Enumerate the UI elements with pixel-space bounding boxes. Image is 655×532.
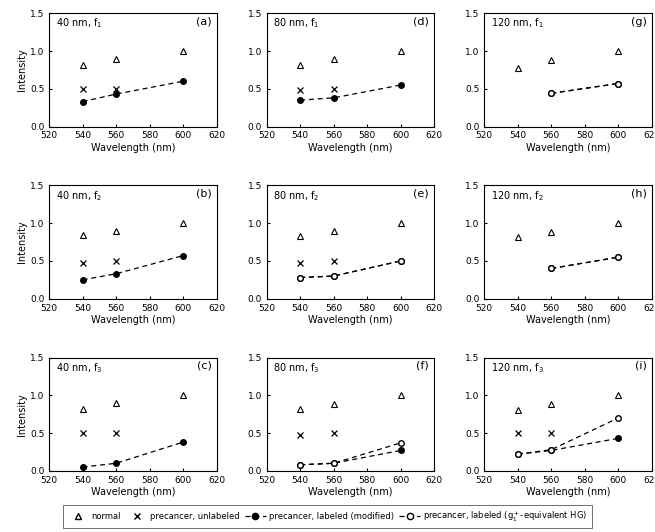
X-axis label: Wavelength (nm): Wavelength (nm) bbox=[308, 315, 393, 326]
Text: (b): (b) bbox=[196, 189, 212, 199]
Text: 120 nm, f$_1$: 120 nm, f$_1$ bbox=[491, 16, 544, 30]
Text: (f): (f) bbox=[417, 361, 429, 371]
Y-axis label: Intensity: Intensity bbox=[17, 221, 27, 263]
X-axis label: Wavelength (nm): Wavelength (nm) bbox=[526, 143, 610, 153]
Text: 120 nm, f$_2$: 120 nm, f$_2$ bbox=[491, 189, 544, 203]
Text: 120 nm, f$_3$: 120 nm, f$_3$ bbox=[491, 361, 544, 375]
Y-axis label: Intensity: Intensity bbox=[17, 48, 27, 92]
Text: (a): (a) bbox=[196, 16, 212, 27]
Text: 80 nm, f$_2$: 80 nm, f$_2$ bbox=[273, 189, 320, 203]
Text: (d): (d) bbox=[413, 16, 429, 27]
Text: (g): (g) bbox=[631, 16, 646, 27]
Text: (i): (i) bbox=[635, 361, 646, 371]
X-axis label: Wavelength (nm): Wavelength (nm) bbox=[526, 315, 610, 326]
Text: (c): (c) bbox=[196, 361, 212, 371]
Text: 40 nm, f$_3$: 40 nm, f$_3$ bbox=[56, 361, 102, 375]
Text: 40 nm, f$_2$: 40 nm, f$_2$ bbox=[56, 189, 102, 203]
Text: (h): (h) bbox=[631, 189, 646, 199]
X-axis label: Wavelength (nm): Wavelength (nm) bbox=[308, 143, 393, 153]
Text: 80 nm, f$_3$: 80 nm, f$_3$ bbox=[273, 361, 320, 375]
X-axis label: Wavelength (nm): Wavelength (nm) bbox=[90, 487, 175, 497]
X-axis label: Wavelength (nm): Wavelength (nm) bbox=[526, 487, 610, 497]
Text: 40 nm, f$_1$: 40 nm, f$_1$ bbox=[56, 16, 102, 30]
X-axis label: Wavelength (nm): Wavelength (nm) bbox=[90, 143, 175, 153]
X-axis label: Wavelength (nm): Wavelength (nm) bbox=[90, 315, 175, 326]
X-axis label: Wavelength (nm): Wavelength (nm) bbox=[308, 487, 393, 497]
Legend: normal, precancer, unlabeled, precancer, labeled (modified), precancer, labeled : normal, precancer, unlabeled, precancer,… bbox=[64, 505, 591, 528]
Y-axis label: Intensity: Intensity bbox=[17, 393, 27, 436]
Text: (e): (e) bbox=[413, 189, 429, 199]
Text: 80 nm, f$_1$: 80 nm, f$_1$ bbox=[273, 16, 320, 30]
